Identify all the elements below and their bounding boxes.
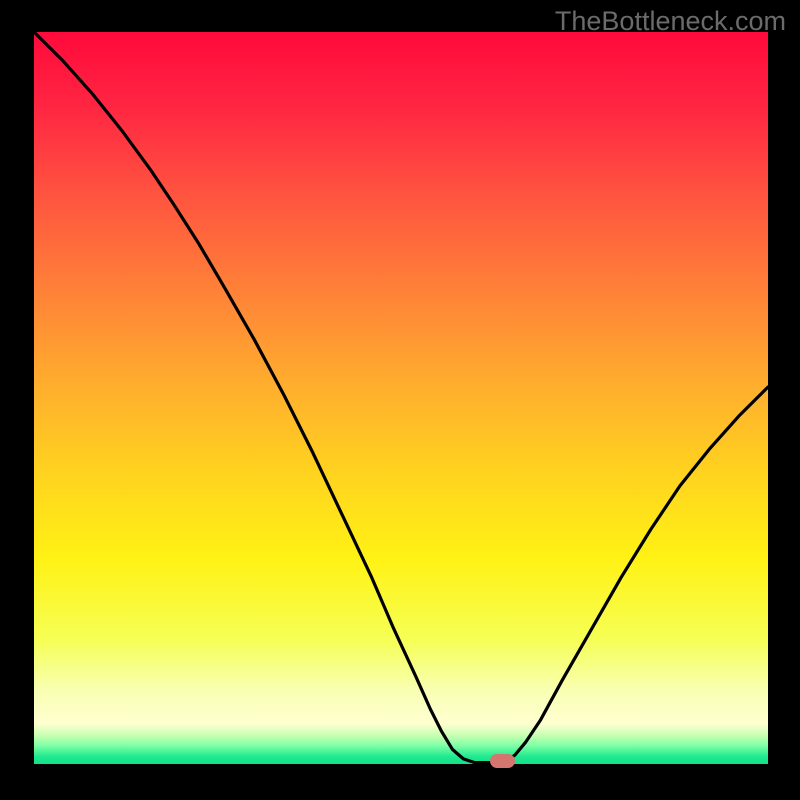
- bottleneck-chart: [34, 32, 768, 764]
- optimum-marker: [490, 754, 515, 768]
- chart-stage: TheBottleneck.com: [0, 0, 800, 800]
- gradient-background: [34, 32, 768, 764]
- chart-svg: [34, 32, 768, 764]
